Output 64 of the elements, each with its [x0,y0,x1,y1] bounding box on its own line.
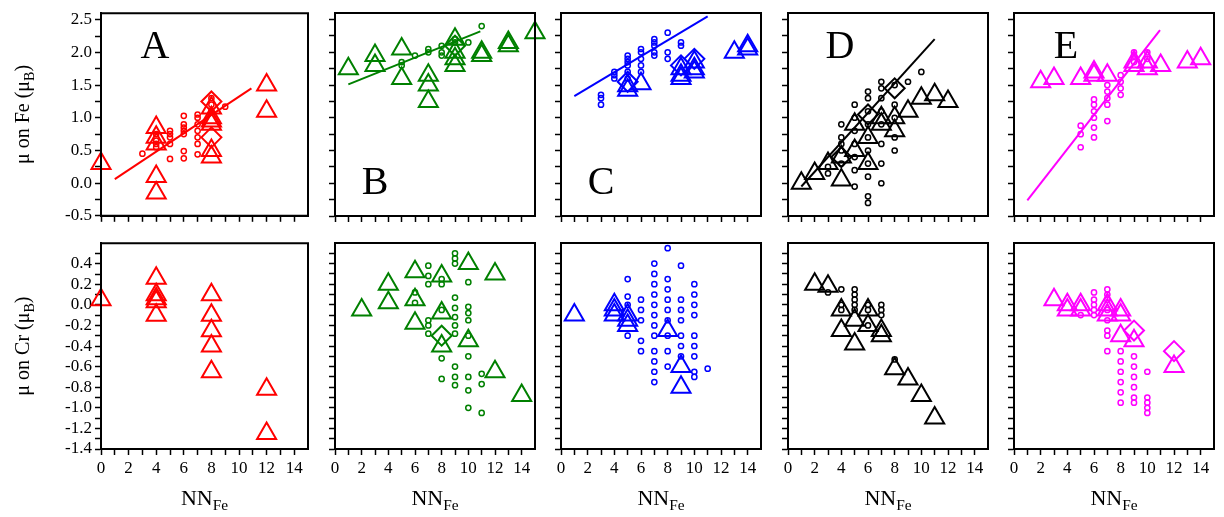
x-tick-label: 14 [739,457,757,477]
x-tick-label: 6 [1089,457,1099,477]
x-tick-label: 14 [512,457,531,477]
y-tick-label: 0.2 [70,273,92,293]
x-tick-label: 12 [1165,457,1183,477]
y-tick-label: -1.2 [65,417,92,437]
x-tick-label: 0 [556,457,566,477]
annotation: B [361,158,388,204]
x-tick-label: 2 [583,457,592,477]
x-tick-label: 6 [179,457,189,477]
x-tick-label: 0 [783,457,792,477]
y-tick-label: -0.2 [65,314,92,334]
x-tick-label: 12 [939,457,956,477]
y-tick-label: 0.4 [70,253,93,273]
x-tick-label: 0 [1009,457,1019,477]
y-tick-label: 2.0 [70,41,92,61]
y-axis-title: μ on Fe (μB) [11,64,38,165]
y-tick-label: 1.0 [70,107,92,127]
x-tick-label: 0 [96,457,106,477]
y-tick-label: -1.0 [65,397,92,417]
x-tick-label: 10 [230,457,248,477]
x-tick-label: 2 [356,457,366,477]
x-tick-label: 6 [636,457,646,477]
y-tick-label: -0.6 [65,356,92,376]
y-tick-label: -0.8 [65,376,92,396]
x-tick-label: 10 [685,457,703,477]
annotation: D [825,22,854,68]
annotation: C [587,158,615,204]
x-tick-label: 10 [912,457,930,477]
y-tick-label: 0.5 [70,139,92,159]
x-tick-label: 4 [836,457,846,477]
x-tick-label: 12 [486,457,503,477]
x-tick-label: 14 [1192,457,1210,477]
annotation: A [140,22,170,68]
annotation: E [1053,22,1079,68]
x-tick-label: 4 [1063,457,1073,477]
y-axis-title: μ on Cr (μB) [11,296,38,396]
x-tick-label: 4 [383,457,393,477]
x-tick-label: 8 [436,457,446,477]
x-tick-label: 0 [330,457,339,477]
x-tick-label: 2 [809,457,819,477]
x-tick-label: 8 [207,457,216,477]
x-tick-label: 14 [965,457,984,477]
x-tick-label: 10 [459,457,477,477]
y-tick-label: -0.4 [65,335,93,355]
x-tick-label: 8 [889,457,899,477]
x-tick-label: 4 [610,457,620,477]
x-tick-label: 2 [124,457,133,477]
x-tick-label: 14 [285,457,304,477]
x-tick-label: 8 [1116,457,1125,477]
x-tick-label: 12 [258,457,276,477]
y-tick-label: -0.5 [65,205,92,225]
x-tick-label: 8 [663,457,672,477]
x-tick-label: 4 [151,457,161,477]
y-tick-label: 2.5 [70,9,92,29]
x-tick-label: 10 [1138,457,1156,477]
x-tick-label: 6 [410,457,419,477]
y-tick-label: -1.4 [65,438,93,458]
y-tick-label: 1.5 [70,74,92,94]
x-tick-label: 6 [863,457,872,477]
x-tick-label: 12 [712,457,730,477]
y-tick-label: 0.0 [70,172,92,192]
x-tick-label: 2 [1036,457,1045,477]
y-tick-label: 0.0 [70,294,92,314]
